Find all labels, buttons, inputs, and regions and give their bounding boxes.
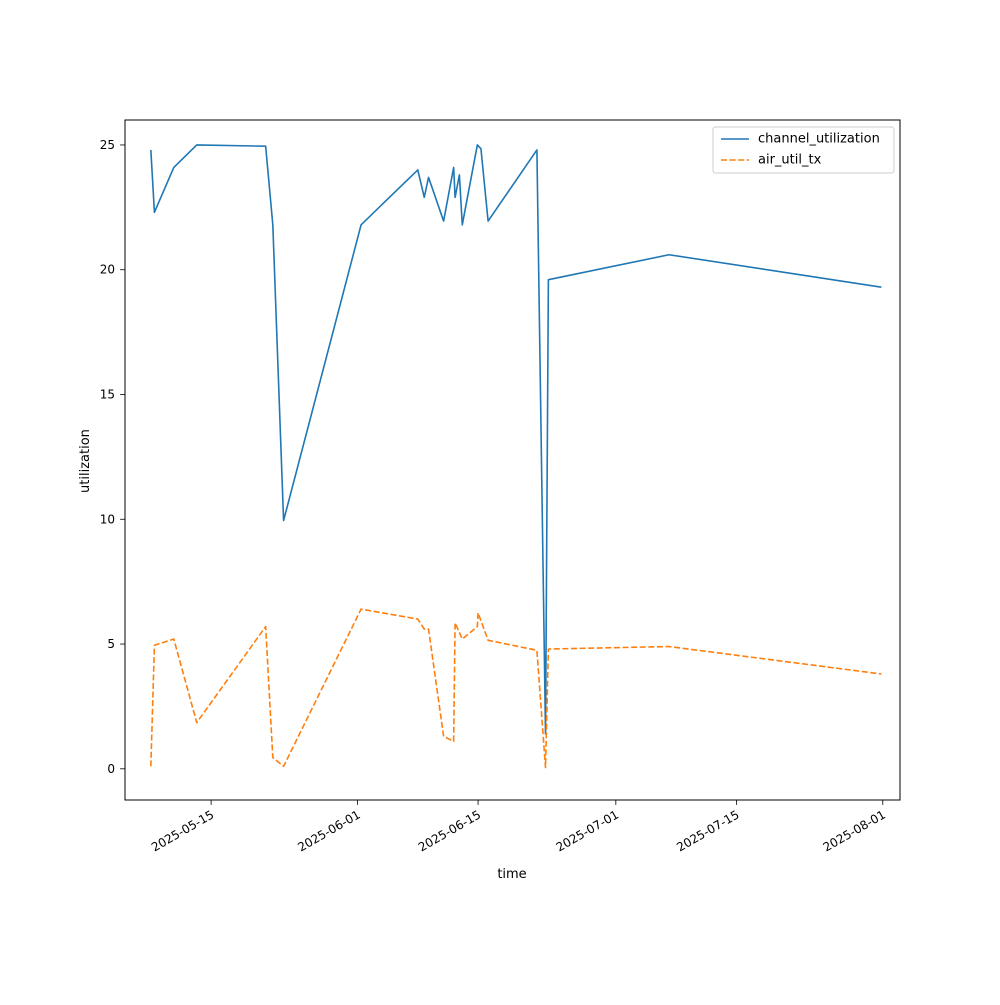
- legend-label: channel_utilization: [758, 132, 880, 147]
- y-tick-label: 0: [107, 762, 115, 776]
- legend-label: air_util_tx: [758, 153, 822, 168]
- y-axis-ticks: 0 5 10 15 20 25: [100, 138, 125, 776]
- y-tick-label: 15: [100, 387, 115, 401]
- x-axis-label: time: [497, 867, 526, 882]
- series-layer: [150, 144, 882, 769]
- legend-box: [712, 126, 895, 174]
- y-tick-label: 10: [100, 512, 115, 526]
- legend: channel_utilization air_util_tx: [712, 126, 895, 174]
- y-axis-label: utilization: [78, 429, 93, 493]
- y-tick-label: 5: [107, 637, 115, 651]
- series-line-air-util-tx: [150, 608, 882, 769]
- y-tick-label: 25: [100, 138, 115, 152]
- series-line-channel-utilization: [150, 144, 882, 735]
- y-tick-label: 20: [100, 263, 115, 277]
- plot-area-frame: [124, 119, 901, 801]
